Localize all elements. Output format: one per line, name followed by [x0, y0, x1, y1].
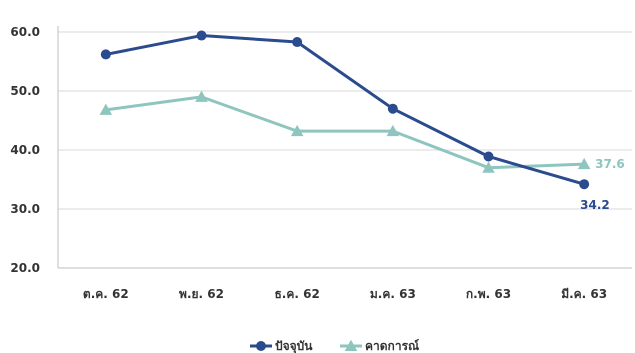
- data-point-triangle: [482, 161, 495, 173]
- legend: ปัจจุบัน คาดการณ์: [250, 339, 419, 353]
- x-tick-label: ม.ค. 63: [370, 287, 416, 301]
- y-tick-label: 40.0: [10, 143, 40, 157]
- grid-lines: [58, 31, 632, 210]
- x-tick-label: พ.ย. 62: [179, 287, 224, 301]
- y-tick-label: 50.0: [10, 84, 40, 98]
- legend-item: ปัจจุบัน: [250, 339, 313, 353]
- data-point-triangle: [99, 103, 113, 115]
- data-point-circle: [256, 341, 266, 351]
- data-point-triangle: [577, 157, 591, 170]
- data-point-circle: [387, 103, 398, 114]
- series-line: [105, 95, 585, 170]
- data-point-circle: [483, 151, 494, 162]
- x-tick-label: ธ.ค. 62: [274, 287, 319, 301]
- data-point-circle: [196, 30, 207, 41]
- data-point-circle: [100, 49, 111, 60]
- data-labels: 34.2 37.6: [580, 157, 625, 212]
- x-tick-label: มี.ค. 63: [561, 287, 607, 301]
- y-tick-label: 60.0: [10, 25, 40, 39]
- x-tick-label: ก.พ. 63: [466, 287, 511, 301]
- series-line: [105, 34, 585, 186]
- data-point-triangle: [195, 90, 208, 102]
- data-point-triangle: [344, 339, 358, 351]
- data-point-circle: [292, 37, 303, 48]
- data-point-triangle: [386, 124, 400, 137]
- legend-label: คาดการณ์: [365, 339, 419, 353]
- data-point-circle: [579, 179, 590, 190]
- y-tick-label: 30.0: [10, 202, 40, 216]
- data-point-triangle: [290, 124, 304, 137]
- series-forecast: [99, 90, 591, 173]
- data-label-current: 34.2: [580, 198, 610, 212]
- data-label-forecast: 37.6: [595, 157, 625, 171]
- x-axis: ต.ค. 62 พ.ย. 62 ธ.ค. 62 ม.ค. 63 ก.พ. 63 มี.ค.…: [83, 287, 607, 301]
- legend-item: คาดการณ์: [340, 339, 419, 353]
- y-tick-label: 20.0: [10, 261, 40, 275]
- x-tick-label: ต.ค. 62: [83, 287, 129, 301]
- y-axis: 20.0 30.0 40.0 50.0 60.0: [10, 25, 632, 275]
- series-current: [100, 30, 590, 190]
- legend-label: ปัจจุบัน: [275, 339, 313, 353]
- series-group: [99, 30, 591, 190]
